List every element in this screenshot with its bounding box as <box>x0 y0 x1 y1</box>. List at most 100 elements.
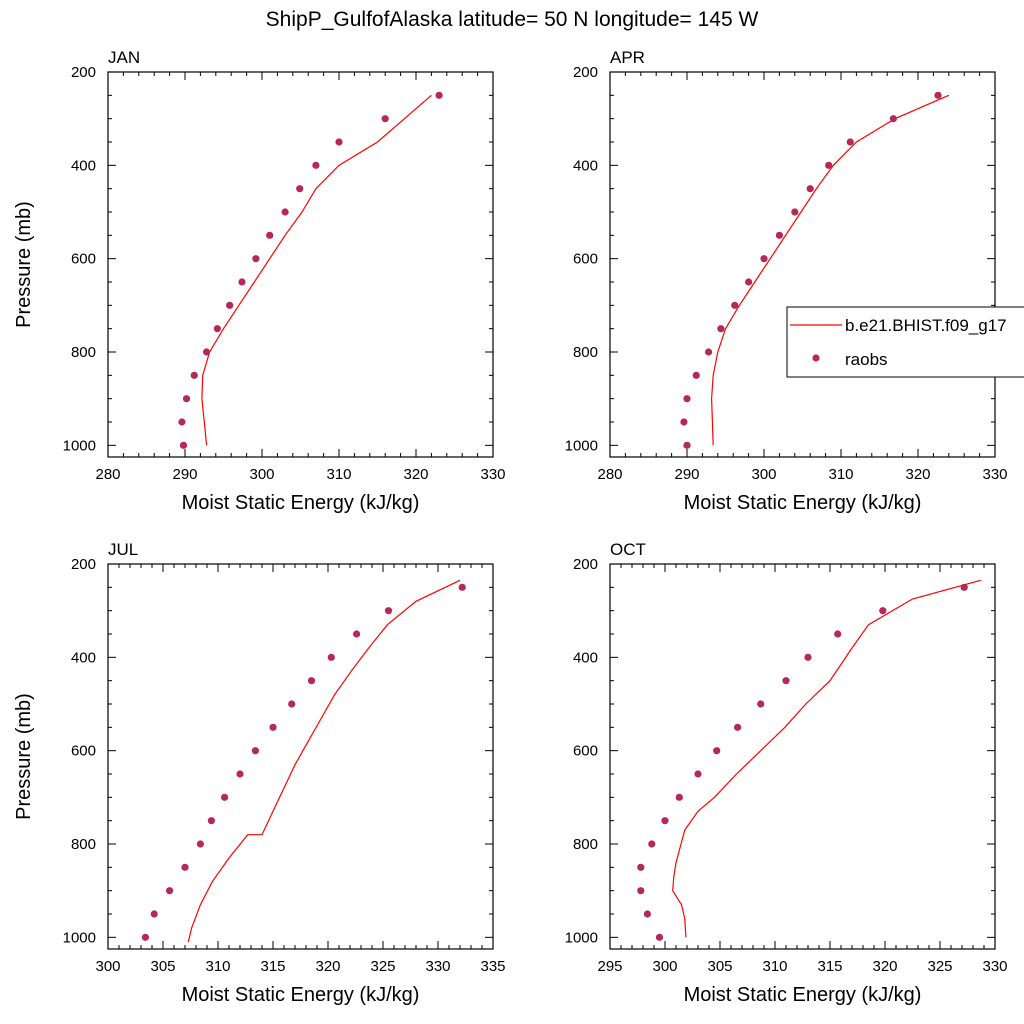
raobs-point <box>238 278 246 286</box>
raobs-point <box>226 301 234 309</box>
panel-oct: OCT 295 300 305 310 315 320 325 330 200 400 600 800 1… <box>565 540 1008 1006</box>
raobs-point <box>648 840 656 848</box>
raobs-point <box>804 653 812 661</box>
legend-obs-label: raobs <box>845 350 888 369</box>
raobs-point <box>775 231 784 239</box>
raobs-point <box>694 770 702 778</box>
model-profile-line <box>187 579 461 943</box>
raobs-point <box>806 185 814 193</box>
raobs-point <box>825 161 833 169</box>
y-tick-label: 600 <box>71 743 96 760</box>
raobs-point <box>745 278 753 286</box>
raobs-point <box>269 723 277 731</box>
x-tick-label: 335 <box>480 958 505 975</box>
x-tick-label: 305 <box>150 958 175 975</box>
y-tick-label: 800 <box>71 344 96 361</box>
panel-title: JAN <box>108 48 140 67</box>
x-tick-label: 280 <box>95 466 120 483</box>
y-tick-label: 200 <box>573 556 598 573</box>
raobs-point <box>637 887 645 895</box>
raobs-point <box>353 630 361 638</box>
raobs-point <box>213 325 221 333</box>
y-tick-label: 800 <box>71 836 96 853</box>
legend-box <box>786 306 1024 378</box>
raobs-point <box>661 817 669 825</box>
x-tick-label: 330 <box>480 466 505 483</box>
raobs-point <box>150 910 158 918</box>
raobs-point <box>179 441 188 449</box>
plot-frame <box>107 71 494 458</box>
raobs-point <box>683 395 691 403</box>
raobs-point <box>327 653 335 661</box>
legend: b.e21.BHIST.f09_g17 raobs <box>786 306 1024 378</box>
x-tick-label: 330 <box>425 958 450 975</box>
raobs-point <box>181 863 189 871</box>
legend-obs-marker-swatch <box>812 354 820 362</box>
raobs-point <box>704 348 713 356</box>
legend-model-label: b.e21.BHIST.f09_g17 <box>845 316 1007 335</box>
raobs-point <box>221 793 229 801</box>
raobs-point <box>236 770 244 778</box>
panel-apr: APR 280 290 300 310 320 330 200 400 600 800 1000 Moi… <box>565 48 1008 514</box>
raobs-point <box>312 161 320 169</box>
raobs-point <box>252 255 260 263</box>
raobs-point <box>846 138 854 146</box>
x-tick-label: 300 <box>95 958 120 975</box>
panel-jan: JAN 280 290 300 310 320 330 200 400 600 800 1000 Moi… <box>13 48 506 514</box>
raobs-point <box>731 301 739 309</box>
x-tick-label: 290 <box>172 466 197 483</box>
raobs-point <box>692 371 700 379</box>
x-tick-label: 320 <box>872 958 897 975</box>
x-axis-label: Moist Static Energy (kJ/kg) <box>684 984 922 1006</box>
model-profile-line <box>710 94 950 446</box>
raobs-point <box>296 185 304 193</box>
raobs-point <box>266 231 274 239</box>
x-tick-label: 300 <box>652 958 677 975</box>
raobs-point <box>760 255 768 263</box>
panel-title: JUL <box>108 540 138 559</box>
y-tick-label: 1000 <box>565 929 598 946</box>
y-tick-label: 600 <box>573 251 598 268</box>
y-tick-label: 200 <box>71 556 96 573</box>
x-axis-label: Moist Static Energy (kJ/kg) <box>684 492 922 514</box>
raobs-point <box>655 933 664 941</box>
y-tick-label: 400 <box>573 649 598 666</box>
raobs-point <box>307 677 316 685</box>
raobs-point <box>182 395 191 403</box>
plot-frame <box>107 563 494 950</box>
x-tick-label: 295 <box>597 958 622 975</box>
raobs-point <box>196 840 204 848</box>
raobs-point <box>207 817 215 825</box>
x-tick-label: 305 <box>707 958 732 975</box>
panel-jul: JUL 300 305 310 315 320 325 330 335 200 400 600 800 1… <box>13 540 506 1006</box>
raobs-point <box>680 418 688 426</box>
x-tick-label: 290 <box>674 466 699 483</box>
x-tick-label: 320 <box>403 466 428 483</box>
raobs-point <box>717 325 725 333</box>
raobs-point <box>960 583 968 591</box>
y-tick-label: 200 <box>71 64 96 81</box>
y-tick-label: 200 <box>573 64 598 81</box>
x-tick-label: 310 <box>828 466 853 483</box>
x-tick-label: 300 <box>249 466 274 483</box>
y-axis-label: Pressure (mb) <box>13 201 35 328</box>
x-tick-label: 320 <box>315 958 340 975</box>
plot-frame <box>609 71 996 458</box>
raobs-point <box>178 418 186 426</box>
raobs-point <box>202 348 211 356</box>
raobs-point <box>166 887 174 895</box>
raobs-point <box>834 630 842 638</box>
y-axis-label: Pressure (mb) <box>13 693 35 820</box>
y-tick-label: 600 <box>573 743 598 760</box>
plot-frame <box>609 563 996 950</box>
y-tick-label: 800 <box>573 836 598 853</box>
x-tick-label: 330 <box>982 958 1007 975</box>
x-axis-label: Moist Static Energy (kJ/kg) <box>182 984 420 1006</box>
y-tick-label: 400 <box>573 157 598 174</box>
raobs-point <box>435 91 443 99</box>
x-tick-label: 320 <box>905 466 930 483</box>
raobs-point <box>251 747 259 755</box>
raobs-point <box>791 208 799 216</box>
x-tick-label: 330 <box>982 466 1007 483</box>
